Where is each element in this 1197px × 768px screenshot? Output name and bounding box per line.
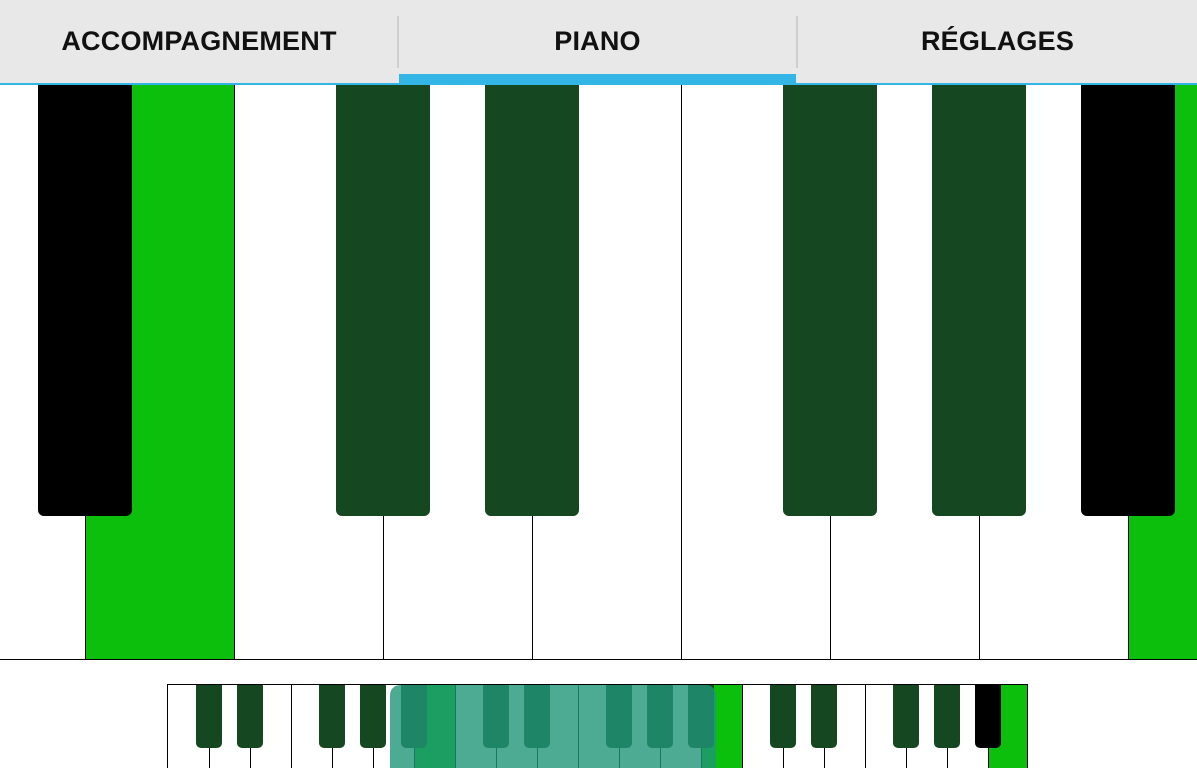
mini-black-key [893,685,919,748]
black-key[interactable] [485,85,579,516]
visible-range-window[interactable] [390,685,716,768]
black-key[interactable] [1081,85,1175,516]
tab-divider [397,16,399,68]
piano-keyboard [0,85,1197,660]
tab-accompagnement[interactable]: ACCOMPAGNEMENT [0,0,398,83]
mini-black-key [196,685,222,748]
mini-black-key [360,685,386,748]
mini-black-key [237,685,263,748]
mini-black-key [975,685,1001,748]
mini-black-key [934,685,960,748]
tab-label: RÉGLAGES [920,26,1075,56]
black-key[interactable] [932,85,1026,516]
black-key[interactable] [38,85,132,516]
selected-tab-indicator [399,74,796,83]
black-key[interactable] [336,85,430,516]
tab-divider [796,16,798,68]
tab-label: ACCOMPAGNEMENT [61,26,337,56]
tab-bar: ACCOMPAGNEMENT PIANO RÉGLAGES [0,0,1197,85]
keyboard-range-navigator[interactable] [167,684,1028,768]
tab-reglages[interactable]: RÉGLAGES [798,0,1197,83]
mini-black-key [811,685,837,748]
black-key[interactable] [783,85,877,516]
mini-black-key [319,685,345,748]
mini-black-key [770,685,796,748]
tab-piano[interactable]: PIANO [399,0,796,83]
tab-label: PIANO [554,26,641,56]
